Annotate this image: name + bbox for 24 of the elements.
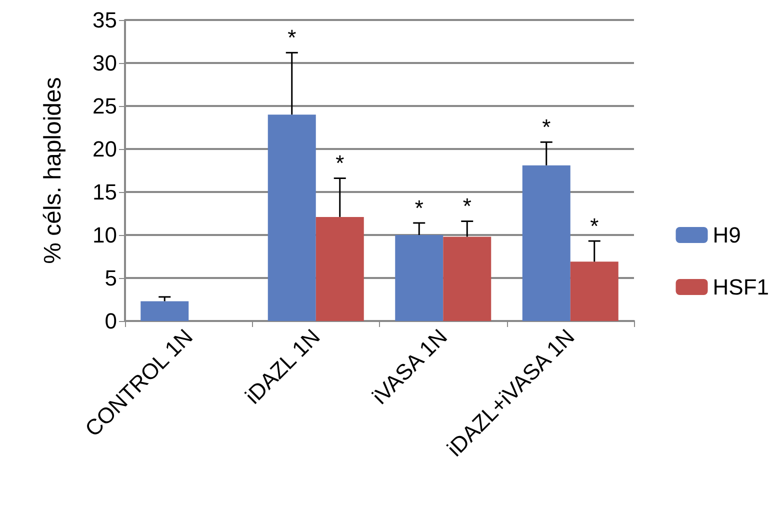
annotation: * <box>288 25 297 50</box>
y-axis-title: % céls. haploides <box>40 77 66 264</box>
bar <box>316 216 364 321</box>
annotation: * <box>542 114 552 140</box>
y-tick-label: 20 <box>92 136 117 162</box>
y-tick-label: 35 <box>92 8 117 32</box>
annotation: * <box>336 150 345 176</box>
bar <box>395 235 444 321</box>
legend-label: HSF1 <box>712 274 770 300</box>
y-tick-label: 15 <box>92 180 117 204</box>
y-tick-label: 10 <box>92 222 117 248</box>
annotation: * <box>590 214 600 239</box>
y-tick-label: 0 <box>104 308 117 334</box>
annotation: * <box>462 194 472 219</box>
annotation: * <box>414 195 424 220</box>
bar <box>570 262 618 321</box>
bar <box>522 165 570 321</box>
y-tick-label: 25 <box>92 94 117 118</box>
y-tick-label: 30 <box>92 50 117 76</box>
bar <box>140 301 189 321</box>
legend-label: H9 <box>712 222 741 248</box>
bar <box>268 114 316 321</box>
y-tick-label: 5 <box>104 266 117 290</box>
bar <box>443 236 492 321</box>
